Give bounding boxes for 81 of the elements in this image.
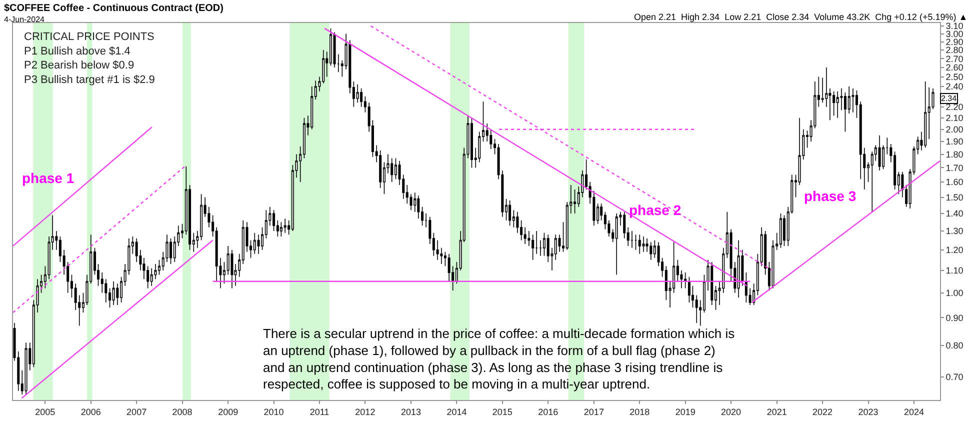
x-tick-label: 2020 — [721, 406, 742, 417]
y-tick-label: 1.40 — [946, 208, 964, 219]
chart-title: $COFFEE Coffee - Continuous Contract (EOD) — [4, 3, 224, 14]
candlestick — [150, 268, 153, 286]
candlestick — [650, 242, 652, 260]
y-tick-label: 2.10 — [946, 113, 964, 124]
x-tick-label: 2018 — [630, 406, 650, 417]
candlestick — [280, 222, 282, 237]
candlestick — [634, 234, 638, 250]
x-tick-label: 2008 — [172, 406, 192, 417]
y-tick-label: 1.60 — [946, 177, 964, 188]
y-tick-label: 2.40 — [946, 82, 964, 92]
annotation: phase 3 — [804, 188, 856, 204]
x-tick-label: 2015 — [492, 406, 512, 417]
candlestick — [642, 236, 645, 252]
y-tick-label: 1.50 — [946, 192, 964, 202]
candlestick — [684, 272, 687, 289]
y-tick-label: 2.90 — [946, 36, 964, 47]
x-tick-label: 2010 — [264, 406, 284, 417]
y-tick-label: 1.80 — [946, 149, 964, 160]
annotation: phase 1 — [22, 170, 74, 186]
y-tick-label: 2.00 — [946, 124, 964, 135]
candlestick — [230, 249, 234, 289]
x-tick-label: 2005 — [35, 406, 56, 417]
text: Open 2.21 High 2.34 Low 2.21 Close 2.34 Volume 43.2K Chg +0.12 (+5.19%) ▲ — [634, 12, 968, 22]
candlestick — [284, 218, 286, 234]
x-tick-label: 2017 — [584, 406, 604, 417]
y-tick-label: 1.30 — [946, 226, 964, 236]
candlestick — [630, 230, 634, 248]
candlestick — [832, 90, 836, 116]
y-tick-label: 0.70 — [946, 372, 964, 382]
candlestick — [508, 200, 512, 226]
y-tick-label: 1.90 — [946, 136, 964, 147]
annotation: phase 2 — [629, 202, 682, 218]
candlestick — [924, 81, 927, 148]
candlestick — [253, 232, 256, 254]
candlestick — [574, 189, 576, 214]
y-tick-label: 2.50 — [946, 72, 964, 82]
candlestick — [532, 234, 534, 260]
y-tick-label: 3.00 — [946, 28, 964, 39]
text: 2.34 — [941, 94, 958, 103]
x-tick-label: 2007 — [126, 406, 147, 417]
candlestick — [737, 240, 740, 298]
x-tick-label: 2009 — [218, 406, 238, 417]
x-tick-label: 2019 — [675, 406, 696, 417]
candlestick — [470, 117, 473, 168]
candlestick — [638, 234, 641, 254]
x-tick-label: 2006 — [80, 406, 101, 417]
x-tick-label: 2014 — [446, 406, 467, 417]
y-tick-label: 2.20 — [946, 102, 964, 112]
x-tick-label: 2024 — [904, 406, 924, 417]
x-tick-label: 2023 — [858, 406, 878, 417]
candlestick — [779, 213, 782, 248]
candlestick — [112, 280, 115, 306]
candlestick — [615, 213, 618, 276]
candlestick — [24, 342, 28, 395]
candlestick — [836, 90, 839, 118]
candlestick — [356, 84, 359, 104]
candlestick — [390, 158, 394, 182]
y-tick-label: 1.10 — [946, 266, 964, 276]
y-tick-label: 0.80 — [946, 340, 964, 351]
x-tick-label: 2022 — [812, 406, 833, 417]
y-tick-label: 2.80 — [946, 45, 964, 56]
chart-subtitle: 4-Jun-2024 — [4, 15, 46, 24]
x-tick-label: 2012 — [355, 406, 376, 417]
y-tick-label: 1.70 — [946, 162, 964, 173]
y-tick-label: 1.20 — [946, 245, 964, 256]
annotation: CRITICAL PRICE POINTS P1 Bullish above $1.4 P2 Bearish below $0.9 P3 Bullish target #1 is $2.9 — [24, 31, 155, 86]
y-tick-label: 2.70 — [946, 54, 964, 64]
annotation: There is a secular uptrend in the price of coffee: a multi-decade formation which is an uptrend (phase 1), followed by a pullback in the form of a bull flag (phase 2) and an uptrend continuation (phase 3). As long as the phase 3 rising trendline is respected, coffee is supposed to be moving in a multi-year uptrend. — [263, 326, 736, 392]
candlestick — [170, 238, 172, 264]
candlestick — [878, 134, 881, 171]
x-tick-label: 2021 — [766, 406, 787, 417]
x-tick-label: 2011 — [310, 406, 330, 417]
y-tick-label: 3.10 — [946, 21, 964, 32]
x-tick-label: 2013 — [401, 406, 422, 417]
y-tick-label: 0.90 — [946, 312, 964, 323]
x-tick-label: 2016 — [538, 406, 558, 417]
y-tick-label: 2.60 — [946, 62, 964, 73]
y-tick-label: 1.00 — [946, 288, 964, 298]
candlestick — [333, 32, 336, 68]
